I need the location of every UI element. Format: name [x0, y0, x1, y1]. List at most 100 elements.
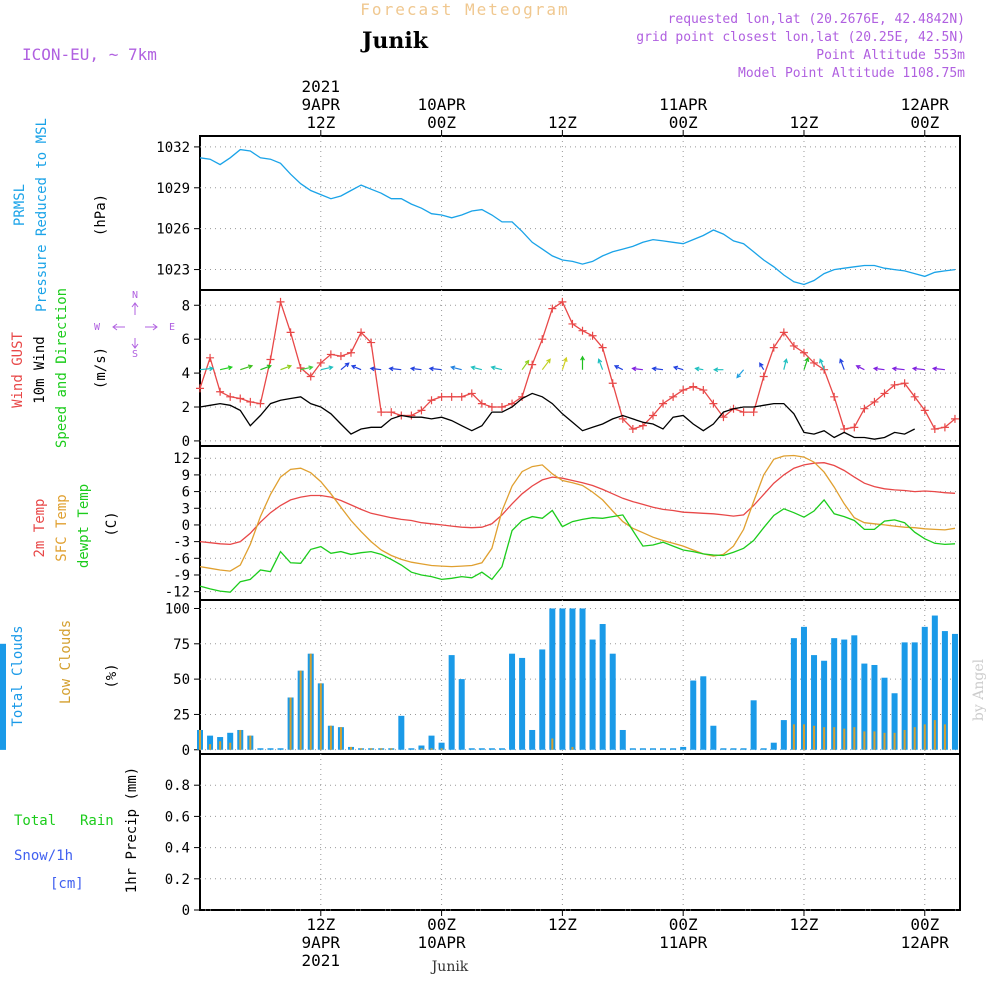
temperature-frame	[199, 445, 961, 601]
gust-marker	[830, 392, 839, 401]
gust-marker	[236, 394, 245, 403]
wind-arrow	[597, 358, 604, 370]
precip-unit: 1hr Precip (mm)	[124, 767, 140, 893]
bottom-hour-label: 00Z	[669, 915, 698, 934]
wind-dir-label: Speed and Direction	[54, 288, 70, 448]
total-cloud-bar	[458, 679, 465, 750]
gust-marker	[367, 338, 376, 347]
requested-coords: requested lon,lat (20.2676E, 42.4842N)	[668, 12, 965, 27]
total-cloud-bar	[851, 635, 858, 750]
total-cloud-bar	[740, 748, 747, 750]
wind-arrow	[580, 355, 585, 370]
compass-rose	[112, 302, 158, 349]
bottom-hour-label: 12Z	[548, 915, 577, 934]
location-title: Junik	[360, 28, 429, 54]
total-cloud-bar	[207, 735, 214, 750]
precip-cm-label: [cm]	[50, 876, 84, 892]
temperature-tick-label: -12	[165, 585, 190, 601]
low-cloud-bar	[823, 727, 826, 750]
low-cloud-bar	[199, 729, 201, 750]
gust-marker	[890, 380, 899, 389]
low-cloud-bar	[913, 727, 916, 750]
top-hour-label: 00Z	[910, 113, 939, 132]
model-altitude: Model Point Altitude 1108.75m	[738, 66, 965, 81]
gust-marker	[256, 399, 265, 408]
gust-marker	[850, 423, 859, 432]
compass-s: S	[132, 349, 138, 360]
gust-marker	[920, 406, 929, 415]
gust-marker	[437, 392, 446, 401]
gust-marker	[407, 411, 416, 420]
low-cloud-bar	[349, 746, 352, 750]
gust-marker	[548, 304, 557, 313]
total-cloud-bar	[861, 663, 868, 750]
gust-marker	[739, 408, 748, 417]
low-cloud-bar	[893, 732, 896, 750]
low-cloud-bar	[249, 735, 252, 750]
gust-marker	[638, 421, 647, 430]
precip-rain-label: Rain	[80, 813, 114, 829]
top-hour-label: 12Z	[790, 113, 819, 132]
wind-arrow	[713, 367, 724, 373]
low-cloud-bar	[239, 729, 242, 750]
low-cloud-bar	[833, 727, 836, 750]
gust-marker	[286, 328, 295, 337]
gust-marker	[296, 364, 305, 372]
gust-marker	[940, 423, 949, 432]
gust-marker	[387, 408, 396, 417]
point-altitude: Point Altitude 553m	[816, 48, 965, 63]
gust-marker	[870, 397, 879, 406]
wind-arrow	[199, 366, 215, 372]
gust-marker	[306, 372, 315, 381]
temperature-tick-label: -6	[173, 551, 190, 567]
total-cloud-bar	[710, 725, 717, 750]
low-cloud-label: Low Clouds	[58, 620, 74, 704]
precip-tick-label: 0.2	[165, 872, 190, 888]
gust-marker	[799, 348, 808, 357]
wind-arrow	[694, 366, 704, 372]
compass-w: W	[94, 322, 101, 333]
total-cloud-bar	[730, 748, 737, 750]
gust-marker	[427, 396, 436, 405]
low-cloud-bar	[873, 731, 876, 750]
gust-marker	[628, 425, 637, 434]
total-cloud-bar	[619, 729, 626, 750]
total-cloud-bar	[670, 748, 677, 750]
total-cloud-bar	[680, 746, 687, 750]
cloud-unit: (%)	[104, 663, 120, 688]
wind-arrow	[891, 366, 905, 372]
wind-arrow	[631, 366, 643, 372]
gust-line	[199, 300, 956, 430]
total-cloud-bar	[418, 745, 425, 750]
total-cloud-bar	[478, 748, 485, 750]
wind-arrow	[541, 358, 551, 371]
gust-marker	[759, 372, 768, 381]
gust-marker	[598, 343, 607, 352]
clouds-tick-label: 100	[165, 601, 190, 617]
wind-tick-label: 8	[182, 298, 190, 314]
gust-marker	[719, 413, 728, 422]
wind-arrow	[240, 364, 254, 371]
wind-arrow	[803, 356, 810, 370]
precip-tick-label: 0	[182, 903, 190, 919]
total-cloud-bar	[891, 693, 898, 750]
wind-arrow	[490, 365, 503, 371]
gust-marker	[648, 411, 657, 420]
total-cloud-bar	[609, 653, 616, 750]
total-cloud-bar	[0, 643, 6, 750]
total-cloud-label: Total Clouds	[10, 625, 26, 726]
gust-marker	[346, 348, 355, 357]
clouds-tick-label: 0	[182, 743, 190, 759]
gust-marker	[377, 408, 386, 417]
total-cloud-bar	[468, 748, 475, 750]
low-cloud-bar	[923, 724, 926, 750]
total-cloud-bar	[589, 639, 596, 750]
wind-tick-label: 0	[182, 434, 190, 450]
low-cloud-bar	[209, 744, 212, 750]
wind-labels: Wind GUST 10m Wind Speed and Direction (…	[10, 288, 175, 448]
gust-marker	[779, 328, 788, 337]
gust-marker	[316, 358, 325, 367]
low-cloud-bar	[813, 725, 816, 750]
gust-marker	[880, 389, 889, 398]
